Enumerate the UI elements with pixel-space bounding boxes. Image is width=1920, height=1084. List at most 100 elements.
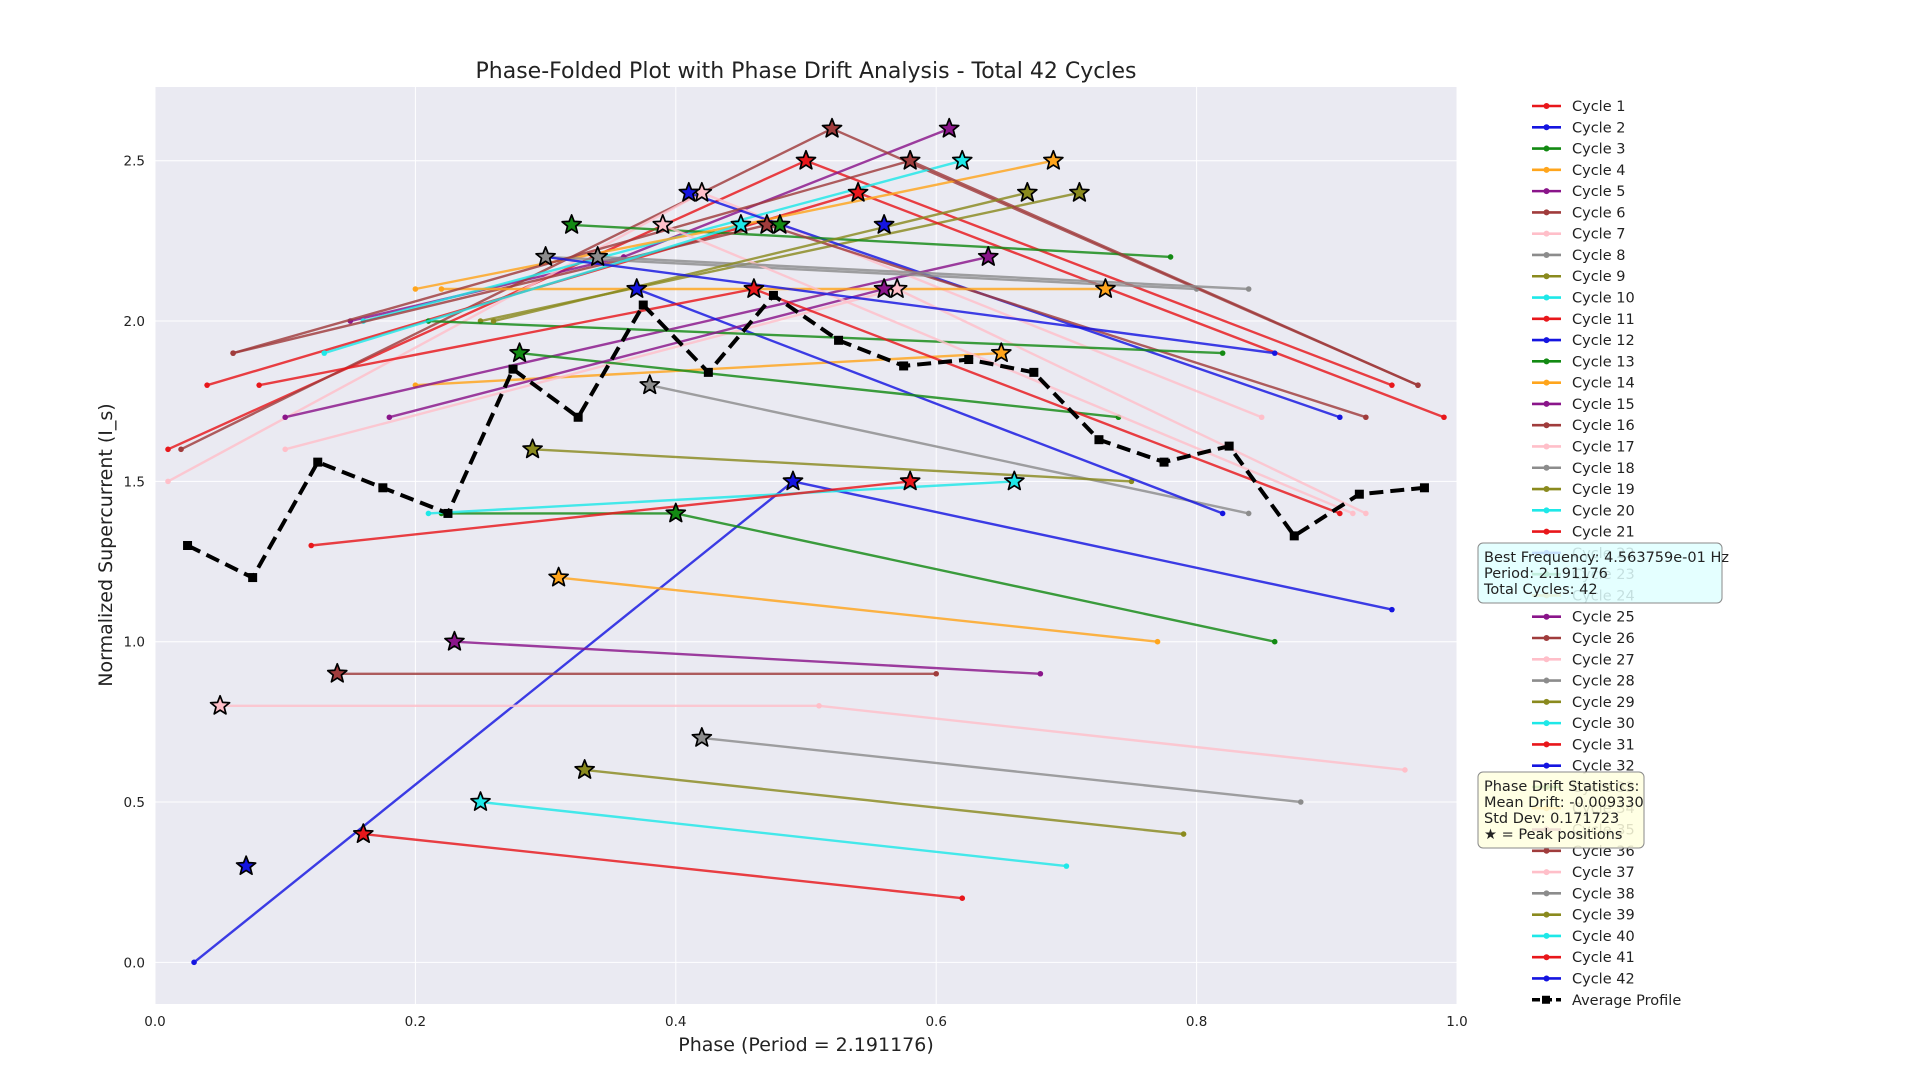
legend-label: Cycle 17 <box>1572 439 1635 455</box>
legend-label: Cycle 5 <box>1572 184 1625 200</box>
peak-star-marker <box>899 149 921 170</box>
legend-label: Cycle 29 <box>1572 695 1635 711</box>
peak-star-marker <box>639 374 661 395</box>
average-profile-marker <box>1354 489 1364 499</box>
frequency-info-box-text: Period: 2.191176 <box>1484 566 1608 582</box>
x-tick-label: 0.4 <box>665 1014 686 1030</box>
series-line <box>284 255 989 419</box>
average-profile-marker <box>573 412 583 422</box>
average-profile-marker <box>768 290 778 300</box>
peak-star-marker <box>873 278 895 298</box>
peak-star-marker <box>470 791 491 811</box>
data-point <box>1337 414 1343 421</box>
average-profile-marker <box>1224 441 1234 451</box>
legend-swatch-marker <box>1543 486 1550 493</box>
legend-label: Cycle 7 <box>1572 227 1625 243</box>
peak-star-marker <box>1016 181 1038 202</box>
data-point <box>1389 606 1395 613</box>
legend-label: Cycle 2 <box>1572 120 1625 136</box>
average-profile-marker <box>964 355 974 365</box>
legend-label: Cycle 39 <box>1572 908 1635 924</box>
peak-star-marker <box>574 759 596 779</box>
series-line <box>363 832 963 900</box>
average-profile-marker <box>443 508 453 518</box>
legend-swatch-marker <box>1543 209 1550 216</box>
data-point <box>1258 414 1265 421</box>
legend-label: Cycle 31 <box>1572 737 1635 753</box>
peak-star-marker <box>1095 278 1116 298</box>
legend-swatch-marker <box>1543 677 1550 684</box>
x-tick-label: 0.2 <box>405 1014 426 1030</box>
series-line <box>571 223 1171 259</box>
peak-star-marker <box>548 566 569 587</box>
legend-swatch-marker <box>1542 995 1550 1004</box>
plot-area <box>155 87 1457 1004</box>
data-point <box>1167 254 1174 260</box>
data-point <box>425 510 432 517</box>
average-profile-marker <box>313 457 323 467</box>
legend-label: Cycle 41 <box>1572 950 1635 966</box>
legend-label: Cycle 21 <box>1572 525 1635 541</box>
legend-label: Cycle 20 <box>1572 503 1635 519</box>
legend-swatch-marker <box>1543 720 1550 727</box>
peak-star-marker <box>209 694 231 715</box>
peak-star-marker <box>795 149 817 170</box>
frequency-info-box-text: Total Cycles: 42 <box>1483 582 1598 598</box>
legend-swatch-marker <box>1543 911 1550 918</box>
legend-label: Cycle 19 <box>1572 482 1635 498</box>
peak-star-marker <box>951 149 973 170</box>
legend-swatch-marker <box>1543 251 1550 258</box>
legend-swatch-marker <box>1543 847 1550 854</box>
data-point <box>256 382 262 388</box>
data-point <box>1219 510 1226 517</box>
average-profile-marker <box>899 361 909 371</box>
data-point <box>1063 863 1070 869</box>
data-point <box>1037 670 1044 677</box>
legend-label: Cycle 42 <box>1572 971 1635 987</box>
peak-star-marker <box>235 855 257 876</box>
peak-star-marker <box>678 181 700 202</box>
data-point <box>816 703 822 709</box>
data-point <box>1363 414 1369 421</box>
legend-label: Cycle 18 <box>1572 461 1635 477</box>
y-axis-label: Normalized Supercurrent (I_s) <box>95 403 117 686</box>
series-line <box>701 736 1301 804</box>
frequency-info-box-frame <box>1477 542 1723 604</box>
drift-stats-box-frame <box>1477 771 1645 849</box>
legend-label: Cycle 4 <box>1572 163 1625 179</box>
peak-star-marker <box>1043 149 1064 170</box>
data-point <box>1402 767 1408 773</box>
legend-label: Cycle 9 <box>1572 269 1625 285</box>
peak-star-marker <box>977 246 999 266</box>
peak-star-marker <box>1003 470 1025 491</box>
legend-label: Cycle 30 <box>1572 716 1635 732</box>
average-profile-marker <box>248 573 258 583</box>
legend-label: Cycle 40 <box>1572 929 1635 945</box>
y-tick-label: 2.5 <box>124 154 145 170</box>
series-line <box>389 287 885 419</box>
drift-stats-box-text: Phase Drift Statistics: <box>1484 779 1639 795</box>
legend-label: Cycle 14 <box>1572 376 1635 392</box>
legend-swatch-marker <box>1543 507 1550 514</box>
series-line <box>323 223 742 355</box>
legend-label: Cycle 12 <box>1572 333 1635 349</box>
peak-star-marker <box>847 181 869 202</box>
legend-swatch-marker <box>1543 635 1550 641</box>
series-line <box>480 800 1067 868</box>
series-line <box>519 351 1119 419</box>
legend-label: Cycle 32 <box>1572 759 1635 775</box>
average-profile-marker <box>638 300 648 310</box>
legend-swatch-marker <box>1543 613 1550 620</box>
peak-star-marker <box>782 470 804 491</box>
series-line <box>532 448 1132 483</box>
average-profile-marker <box>183 541 193 550</box>
legend-swatch-marker <box>1543 656 1550 663</box>
series-line <box>558 576 1158 643</box>
legend-label: Cycle 38 <box>1572 886 1635 902</box>
y-tick-label: 0.0 <box>124 955 145 971</box>
legend-label: Cycle 16 <box>1572 418 1635 434</box>
data-point <box>178 446 184 453</box>
series-line <box>311 480 911 547</box>
